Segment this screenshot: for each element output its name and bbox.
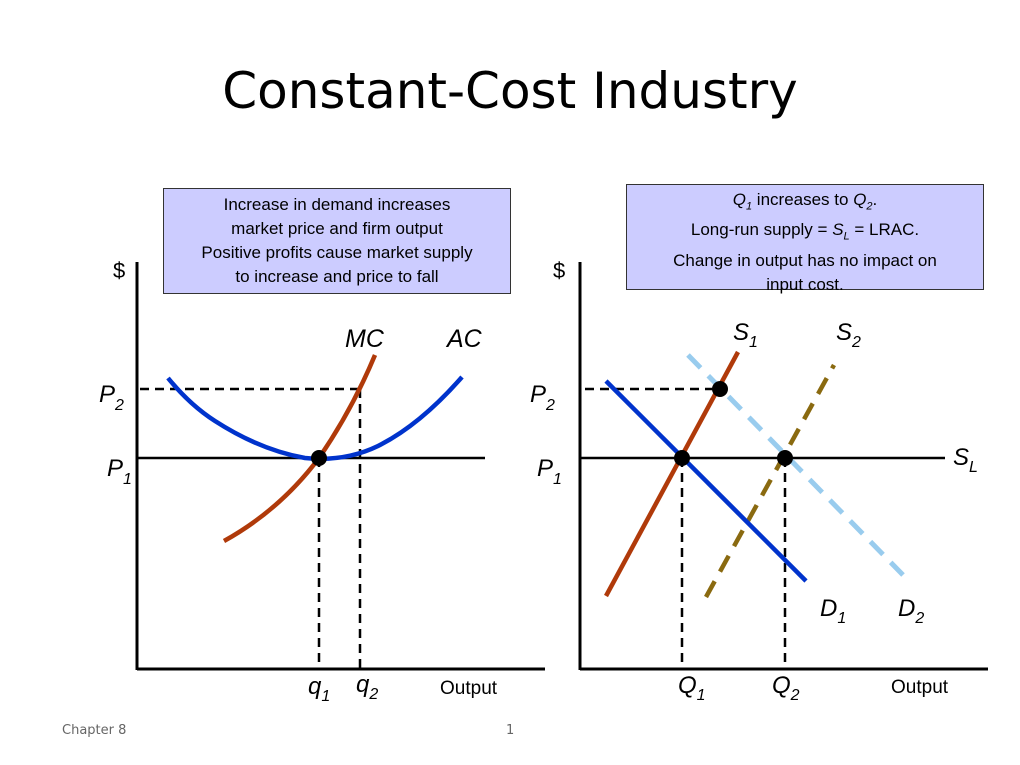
- firm-x-axis-label: Output: [440, 678, 498, 699]
- firm-p1-label: P1: [107, 455, 132, 488]
- footer-chapter: Chapter 8: [62, 723, 127, 738]
- market-p1-label: P1: [537, 455, 562, 488]
- market-y-axis-label: $: [553, 258, 565, 283]
- market-q2-label: Q2: [772, 672, 800, 704]
- market-p2-label: P2: [530, 381, 555, 414]
- footer-page-number: 1: [506, 723, 515, 738]
- firm-q2-label: q2: [356, 671, 378, 703]
- supply-curve-s2: [704, 363, 836, 599]
- s1-label: S1: [733, 319, 758, 351]
- slide-title: Constant-Cost Industry: [222, 62, 798, 120]
- note-right-line-2: Long-run supply = SL = LRAC.: [690, 220, 920, 243]
- mc-curve: [222, 354, 378, 543]
- demand-curve-d2: [686, 353, 905, 577]
- ac-label: AC: [445, 325, 483, 353]
- note-left-line: Increase in demand increases: [223, 195, 451, 214]
- note-left-line: market price and firm output: [231, 219, 443, 238]
- firm-p2-label: P2: [99, 381, 124, 414]
- s2-label: S2: [836, 319, 861, 351]
- note-left-line: Positive profits cause market supply: [201, 243, 473, 262]
- firm-y-axis-label: $: [113, 258, 125, 283]
- note-right-line-1: Q1 increases to Q2.: [732, 190, 878, 213]
- note-box-left: Increase in demand increases market pric…: [163, 188, 511, 294]
- note-left-line: to increase and price to fall: [235, 267, 439, 286]
- note-right-line-4: input cost.: [766, 274, 844, 294]
- market-x-axis-label: Output: [891, 677, 949, 698]
- note-right-line-3: Change in output has no impact on: [673, 250, 937, 270]
- market-short-run-dot: [712, 381, 728, 397]
- market-long-run-equilibrium-dot: [777, 450, 793, 466]
- market-initial-equilibrium-dot: [674, 450, 690, 466]
- firm-graph: $ Output P2 P1 q1 q2 MC AC: [99, 258, 545, 705]
- firm-equilibrium-dot: [311, 450, 327, 466]
- demand-curve-d1: [604, 379, 808, 583]
- market-graph: $ Output P2 P1 Q1 Q2 S1 S2 SL D1 D2: [530, 258, 988, 704]
- market-q1-label: Q1: [678, 672, 706, 704]
- sl-label: SL: [953, 444, 978, 476]
- d2-label: D2: [898, 595, 924, 627]
- firm-q1-label: q1: [308, 673, 330, 705]
- ac-curve: [166, 375, 464, 462]
- mc-label: MC: [345, 325, 385, 353]
- d1-label: D1: [820, 595, 846, 627]
- note-box-right: Q1 increases to Q2. Long-run supply = SL…: [626, 184, 984, 294]
